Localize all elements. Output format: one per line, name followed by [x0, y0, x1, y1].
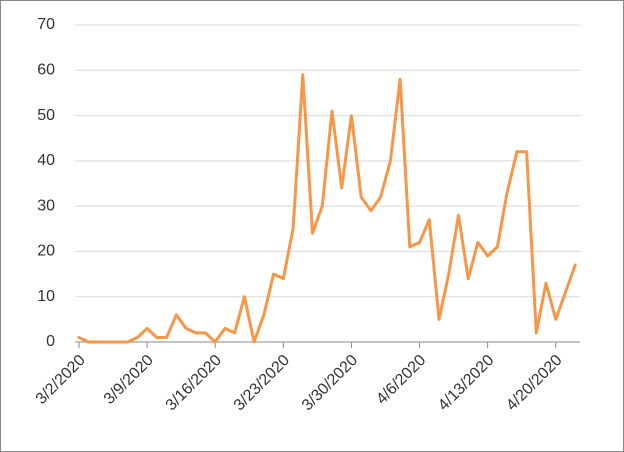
- y-tick-label: 30: [37, 197, 55, 214]
- y-tick-label: 40: [37, 152, 55, 169]
- y-tick-label: 0: [46, 333, 55, 350]
- y-tick-label: 50: [37, 107, 55, 124]
- y-tick-label: 60: [37, 62, 55, 79]
- y-tick-label: 10: [37, 288, 55, 305]
- line-series: [77, 73, 577, 344]
- y-tick-label: 20: [37, 243, 55, 260]
- y-tick-label: 70: [37, 16, 55, 33]
